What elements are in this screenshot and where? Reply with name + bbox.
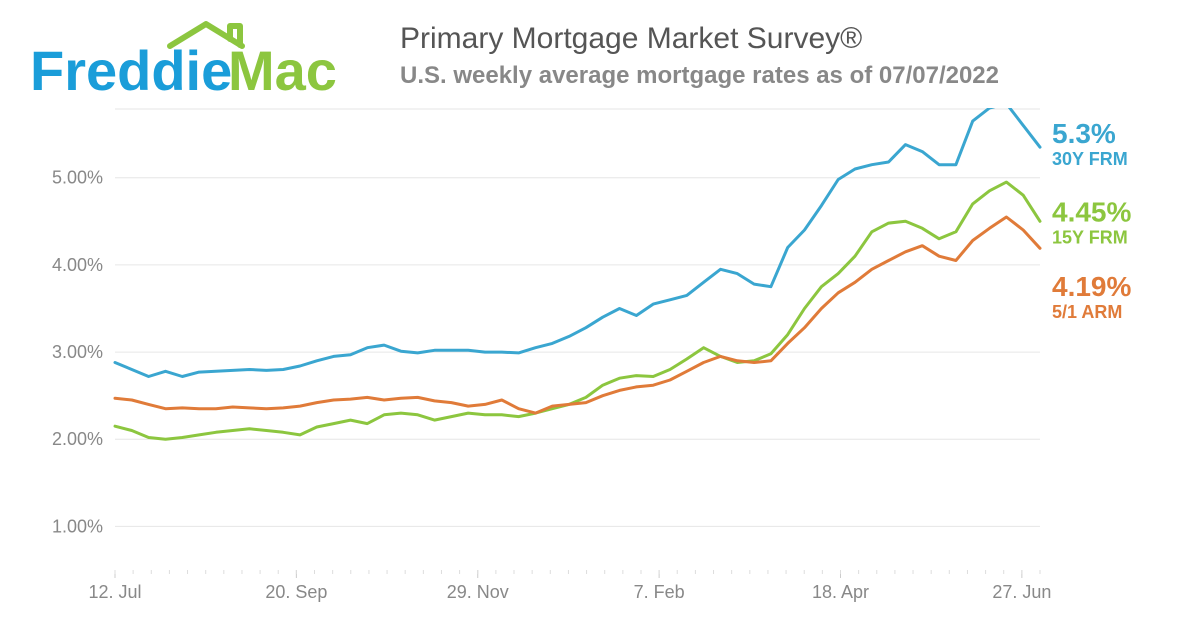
y-axis-label: 5.00% (52, 168, 103, 188)
y-axis-label: 1.00% (52, 516, 103, 536)
x-axis-label: 29. Nov (447, 582, 509, 602)
series-15y_frm (115, 182, 1040, 439)
x-axis-label: 20. Sep (265, 582, 327, 602)
chart-header: Freddie Mac Primary Mortgage Market Surv… (30, 18, 1170, 108)
x-axis-label: 27. Jun (992, 582, 1051, 602)
series-5_1_arm (115, 217, 1040, 413)
x-axis-label: 18. Apr (812, 582, 869, 602)
chart-plot-area: 1.00% 2.00% 3.00% 4.00% 5.00% 12. Jul 20. Sep… (30, 108, 1170, 610)
end-name-5_1_arm: 5/1 ARM (1052, 302, 1122, 322)
logo-word-mac: Mac (228, 39, 337, 102)
freddie-mac-logo: Freddie Mac (30, 18, 360, 113)
chart-subtitle: U.S. weekly average mortgage rates as of… (400, 62, 1170, 90)
end-value-15y_frm: 4.45% (1052, 197, 1131, 228)
end-name-30y_frm: 30Y FRM (1052, 149, 1128, 169)
chart-title: Primary Mortgage Market Survey® (400, 22, 1170, 56)
x-axis-label: 12. Jul (88, 582, 141, 602)
end-name-15y_frm: 15Y FRM (1052, 228, 1128, 248)
series-30y_frm (115, 108, 1040, 376)
y-axis-label: 2.00% (52, 429, 103, 449)
end-value-30y_frm: 5.3% (1052, 118, 1116, 149)
y-axis-label: 3.00% (52, 342, 103, 362)
y-axis-label: 4.00% (52, 255, 103, 275)
end-value-5_1_arm: 4.19% (1052, 271, 1131, 302)
x-axis-label: 7. Feb (634, 582, 685, 602)
logo-word-freddie: Freddie (30, 39, 232, 102)
